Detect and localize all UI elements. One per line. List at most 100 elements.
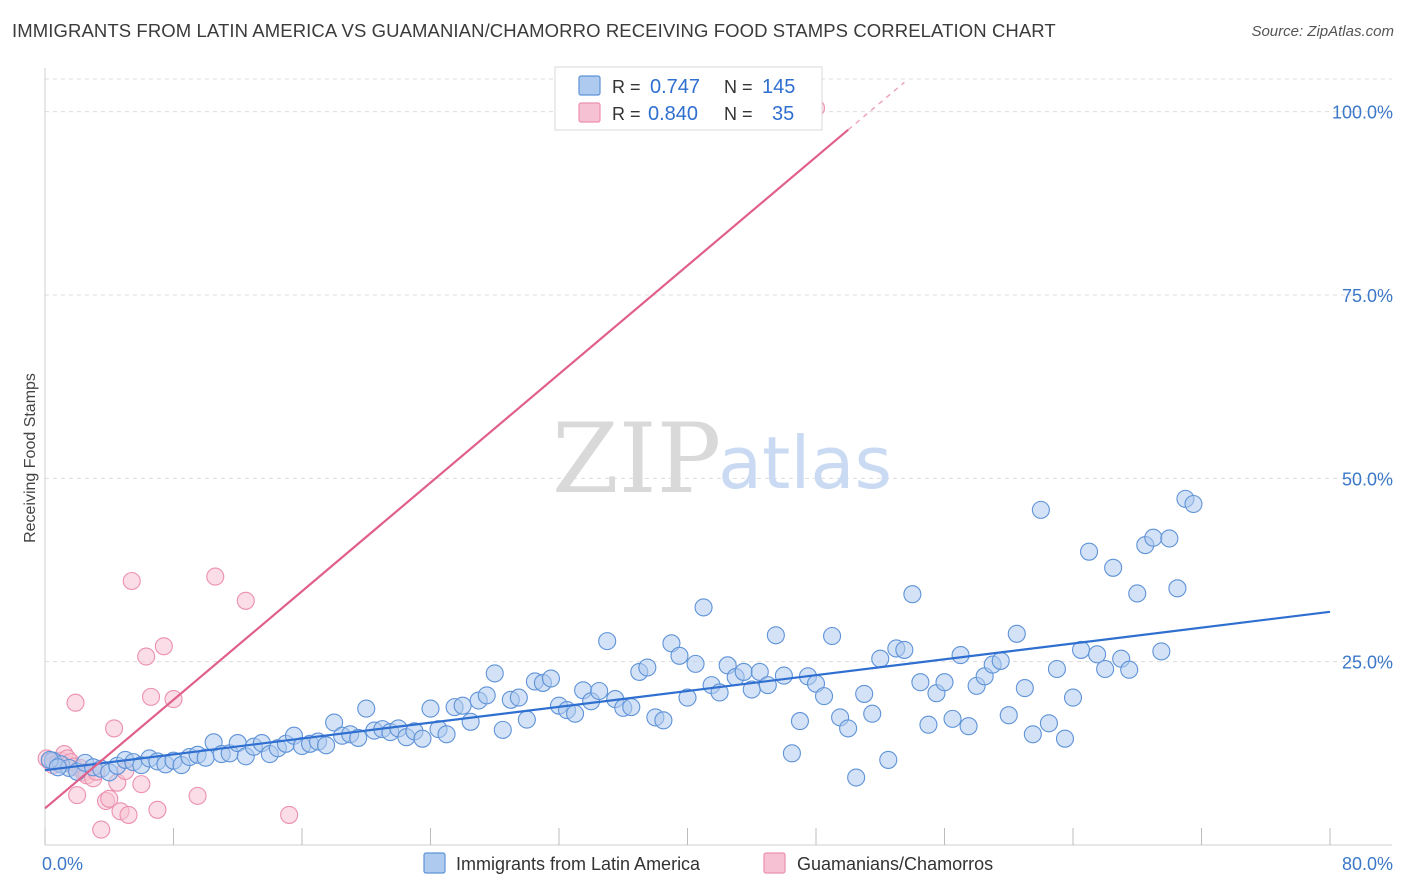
legend-n-value-2: 35 <box>772 103 794 125</box>
blue-point <box>678 688 697 707</box>
blue-point <box>895 640 914 659</box>
watermark: ZIP atlas <box>552 403 892 515</box>
gridlines <box>45 78 1392 663</box>
pink-point <box>119 805 138 824</box>
pink-point <box>137 647 156 666</box>
blue-point <box>1039 714 1058 733</box>
blue-point <box>1047 659 1066 679</box>
blue-point <box>317 736 336 755</box>
blue-point <box>670 646 689 665</box>
blue-point <box>349 728 368 747</box>
blue-point <box>517 710 536 729</box>
blue-point <box>686 654 705 673</box>
legend-r-value-1: 0.747 <box>650 76 700 98</box>
legend-r-value-2: 0.840 <box>648 103 698 125</box>
pink-point <box>236 591 255 610</box>
pink-point <box>206 567 225 586</box>
blue-point <box>782 744 801 763</box>
blue-point <box>1104 558 1123 577</box>
watermark-atlas: atlas <box>718 421 892 505</box>
blue-point <box>943 709 962 728</box>
trend-lines <box>44 81 1331 810</box>
blue-point <box>1152 642 1171 661</box>
legend-r-label-1: R = <box>612 77 641 97</box>
pink-point <box>105 719 124 738</box>
pink-point <box>148 800 167 819</box>
blue-point <box>863 704 882 723</box>
blue-point <box>541 669 561 688</box>
blue-point <box>485 664 504 683</box>
blue-point <box>590 681 609 701</box>
blue-point <box>823 626 842 646</box>
blue-point <box>654 711 673 730</box>
bottom-legend-label-2: Guamanians/Chamorros <box>797 854 993 874</box>
blue-point <box>999 706 1018 725</box>
blue-point <box>493 720 512 739</box>
blue-point <box>847 768 866 787</box>
legend-r-label-2: R = <box>612 104 641 124</box>
blue-point <box>750 662 769 681</box>
blue-point <box>766 626 785 645</box>
pink-point <box>280 805 299 824</box>
blue-point <box>951 646 970 665</box>
blue-point <box>1063 688 1083 707</box>
blue-point <box>421 699 440 718</box>
axes: 25.0% 50.0% 75.0% 100.0% <box>44 68 1393 846</box>
blue-point <box>790 712 809 731</box>
y-tick-label: 50.0% <box>1342 469 1393 489</box>
pink-point <box>100 789 119 808</box>
trend-line-pink-extension <box>847 81 905 131</box>
top-legend: R = 0.747 N = 145 R = 0.840 N = 35 <box>554 66 823 131</box>
blue-point <box>903 585 922 604</box>
blue-point <box>1144 528 1163 547</box>
blue-point <box>357 699 376 718</box>
blue-point <box>566 704 585 723</box>
blue-point <box>758 676 777 695</box>
blue-point <box>622 698 641 717</box>
watermark-zip: ZIP <box>552 403 721 515</box>
pink-point <box>132 775 151 794</box>
blue-point <box>935 673 954 692</box>
blue-point <box>1168 579 1187 598</box>
blue-point <box>477 686 496 705</box>
blue-point <box>991 651 1010 670</box>
bottom-legend-label-1: Immigrants from Latin America <box>456 854 701 874</box>
blue-point <box>959 717 978 736</box>
blue-point <box>871 649 890 668</box>
y-tick-label: 75.0% <box>1342 286 1393 306</box>
y-tick-label: 100.0% <box>1332 103 1393 123</box>
pink-point <box>66 693 85 712</box>
blue-point <box>1184 494 1203 514</box>
blue-point <box>413 729 432 748</box>
blue-point <box>814 687 834 706</box>
legend-n-label-1: N = <box>724 77 753 97</box>
pink-point <box>154 637 173 656</box>
y-tick-label: 25.0% <box>1342 653 1393 673</box>
blue-point <box>839 719 858 738</box>
blue-point <box>437 725 456 744</box>
legend-n-value-1: 145 <box>762 76 795 98</box>
trend-line-pink <box>44 128 849 810</box>
bottom-legend-swatch-pink <box>763 852 786 874</box>
pink-point <box>122 571 141 591</box>
blue-point <box>919 715 938 734</box>
blue-point <box>855 684 874 703</box>
blue-point <box>1055 729 1075 748</box>
blue-point <box>461 712 480 731</box>
blue-point <box>598 632 617 651</box>
blue-point <box>1015 679 1034 698</box>
blue-point <box>325 713 344 732</box>
blue-point <box>638 658 657 677</box>
blue-point <box>1007 624 1026 643</box>
x-tick-label-max: 80.0% <box>1342 854 1393 874</box>
bottom-legend-swatch-blue <box>423 852 446 874</box>
blue-point <box>1088 645 1107 664</box>
pink-point <box>188 786 207 805</box>
pink-point <box>92 820 111 839</box>
bottom-legend: Immigrants from Latin America Guamanians… <box>423 852 993 874</box>
blue-point <box>1096 659 1115 679</box>
blue-point <box>509 688 528 707</box>
blue-point <box>774 666 793 685</box>
x-tick-label-min: 0.0% <box>42 854 83 874</box>
legend-n-label-2: N = <box>724 104 753 124</box>
